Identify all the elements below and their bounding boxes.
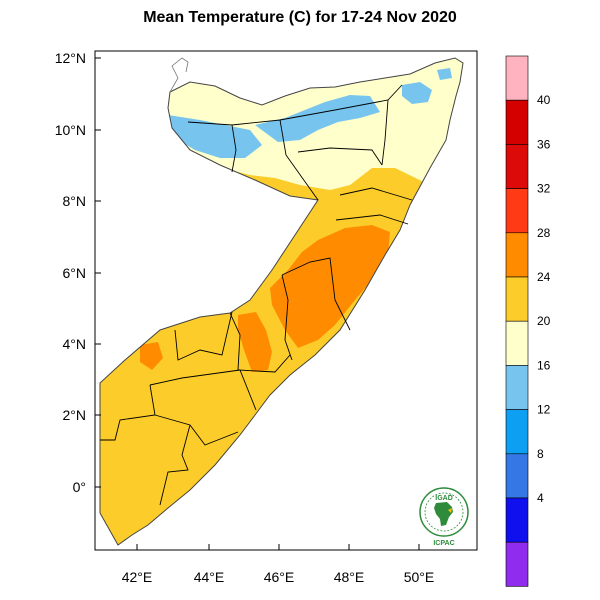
admin-boundaries — [100, 84, 413, 506]
colorbar-bin — [505, 232, 529, 278]
map-title: Mean Temperature (C) for 17-24 Nov 2020 — [143, 9, 457, 26]
colorbar-label: 32 — [537, 182, 551, 196]
colorbar-bin — [505, 99, 529, 145]
x-tick-label: 46°E — [264, 569, 295, 585]
x-axis: 42°E 44°E 46°E 48°E 50°E — [122, 544, 435, 585]
y-axis: 12°N 10°N 8°N 6°N 4°N 2°N 0° — [55, 50, 101, 495]
y-tick-label: 4°N — [63, 336, 87, 352]
border-line-northwest — [169, 57, 189, 93]
colorbar-bin — [505, 365, 529, 410]
band-16-20-central-north — [255, 95, 380, 142]
logo-bottom-text: ICPAC — [433, 540, 454, 547]
colorbar-label: 28 — [537, 226, 551, 240]
country-outline — [99, 57, 464, 546]
colorbar-label: 4 — [537, 491, 544, 505]
colorbar-label: 24 — [537, 270, 551, 284]
y-tick-label: 0° — [73, 479, 86, 495]
colorbar-label: 20 — [537, 314, 551, 328]
icpac-logo: IGAD ICPAC — [419, 487, 469, 547]
band-28-32-south-central — [238, 312, 272, 372]
y-tick-label: 6°N — [63, 265, 87, 281]
colorbar-label: 16 — [537, 358, 551, 372]
x-tick-label: 42°E — [122, 569, 153, 585]
colorbar-bin — [505, 409, 529, 455]
colorbar-bin — [505, 320, 529, 366]
colorbar-label: 40 — [537, 93, 551, 107]
colorbar-bin — [505, 276, 529, 322]
logo-top-text: IGAD — [435, 495, 453, 502]
band-16-20-tip — [437, 68, 452, 80]
colorbar-bin — [505, 497, 529, 543]
africa-icon — [434, 502, 453, 526]
x-tick-label: 50°E — [404, 569, 435, 585]
colorbar-label: 8 — [537, 447, 544, 461]
y-tick-label: 10°N — [55, 122, 86, 138]
band-16-20-northwest — [168, 115, 262, 158]
horn-region-icon — [448, 508, 452, 513]
colorbar: 40 36 32 28 24 20 16 12 8 4 — [505, 55, 551, 587]
colorbar-bin — [505, 453, 529, 499]
x-tick-label: 44°E — [194, 569, 225, 585]
band-28-32-central — [270, 225, 390, 348]
colorbar-label: 36 — [537, 137, 551, 151]
band-16-20-northeast — [402, 82, 432, 104]
y-tick-label: 8°N — [63, 193, 87, 209]
y-tick-label: 12°N — [55, 50, 86, 66]
colorbar-bin — [505, 541, 529, 587]
x-tick-label: 48°E — [334, 569, 365, 585]
colorbar-bin — [505, 144, 529, 189]
y-tick-label: 2°N — [63, 407, 87, 423]
colorbar-bin — [505, 55, 529, 101]
colorbar-label: 12 — [537, 403, 551, 417]
band-28-32-west — [140, 342, 163, 370]
colorbar-bin — [505, 188, 529, 234]
